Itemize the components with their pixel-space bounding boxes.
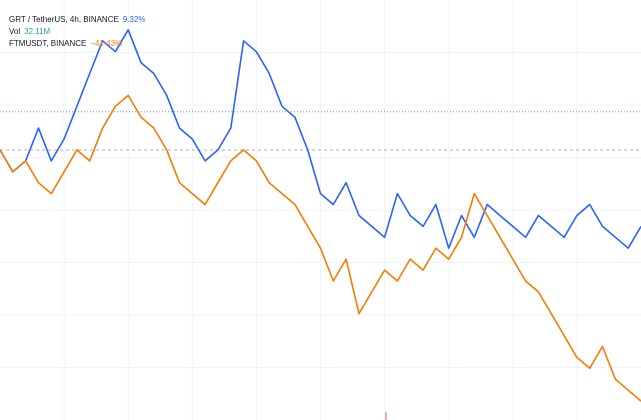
- chart-legend: GRT / TetherUS, 4h, BINANCE 9.32% Vol 32.1…: [9, 14, 146, 50]
- legend-row-grt[interactable]: GRT / TetherUS, 4h, BINANCE 9.32%: [9, 14, 146, 26]
- legend-grt-change: 9.32%: [122, 15, 146, 24]
- series-line-ftm[interactable]: [0, 94, 641, 402]
- series-layer: [0, 28, 641, 402]
- legend-ftm-change: −41.43%: [90, 39, 123, 48]
- series-line-grt[interactable]: [0, 28, 641, 249]
- reference-lines: [0, 111, 641, 151]
- legend-grt-label: GRT / TetherUS, 4h, BINANCE: [9, 15, 119, 24]
- legend-row-ftm[interactable]: FTMUSDT, BINANCE −41.43%: [9, 38, 146, 50]
- legend-ftm-label: FTMUSDT, BINANCE: [9, 39, 87, 48]
- legend-row-vol[interactable]: Vol 32.11M: [9, 26, 146, 38]
- legend-vol-value: 32.11M: [24, 27, 51, 36]
- legend-vol-label: Vol: [9, 27, 21, 36]
